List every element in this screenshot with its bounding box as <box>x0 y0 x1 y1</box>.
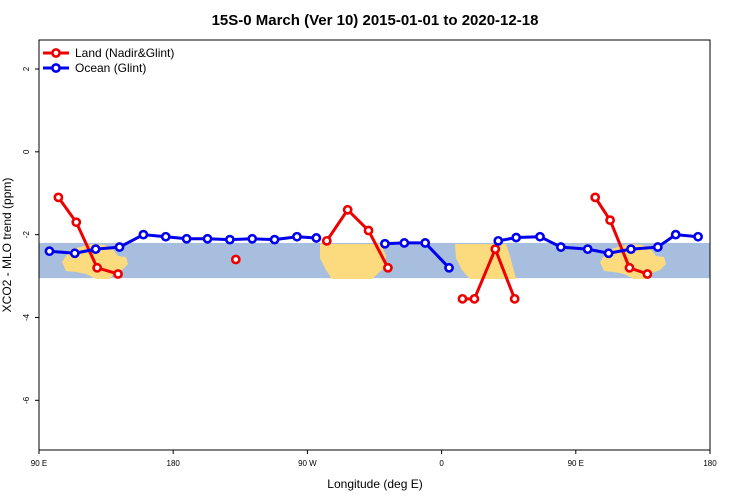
data-point-ocean <box>292 231 302 242</box>
data-point-ocean <box>535 231 545 242</box>
x-tick-label: 180 <box>703 459 717 468</box>
data-point-ocean <box>555 242 566 252</box>
legend-label-land: Land (Nadir&Glint) <box>75 46 174 60</box>
data-point-land <box>71 217 82 228</box>
y-tick-label: -4 <box>22 313 31 321</box>
y-tick-label: -6 <box>22 396 31 404</box>
data-point-ocean <box>626 244 636 255</box>
legend-marker-ocean <box>51 63 61 73</box>
data-point-ocean <box>181 233 192 244</box>
y-axis-ticks: 2 0 -2 -4 -6 <box>22 66 39 404</box>
data-point-ocean <box>90 244 101 255</box>
data-point-ocean <box>114 242 125 252</box>
x-tick-label: 90 E <box>31 459 47 468</box>
x-tick-label: 0 <box>439 459 444 468</box>
legend: Land (Nadir&Glint)Ocean (Glint) <box>43 46 174 75</box>
data-point-land <box>509 293 520 304</box>
data-point-land <box>230 254 241 265</box>
data-point-land <box>342 204 353 215</box>
data-point-ocean <box>247 233 258 244</box>
x-tick-label: 180 <box>167 459 181 468</box>
data-point-land <box>469 293 480 304</box>
data-point-ocean <box>160 231 171 242</box>
data-point-ocean <box>202 233 213 244</box>
data-point-land <box>624 262 635 273</box>
data-point-land <box>457 293 468 304</box>
data-point-ocean <box>380 238 390 249</box>
data-point-ocean <box>69 248 80 259</box>
series-layer <box>44 192 703 304</box>
y-axis-label: XCO2 - MLO trend (ppm) <box>0 178 14 313</box>
data-point-land <box>92 262 103 273</box>
x-tick-label: 90 E <box>568 459 584 468</box>
series-line-land <box>593 196 648 276</box>
data-point-ocean <box>670 229 681 240</box>
data-point-land <box>642 269 653 279</box>
series-line-land <box>462 247 517 301</box>
data-point-land <box>490 244 501 255</box>
plot-frame <box>38 39 711 451</box>
data-point-land <box>113 269 123 279</box>
data-point-ocean <box>511 232 522 243</box>
series-ocean <box>44 229 703 273</box>
data-point-land <box>53 192 64 203</box>
map-land-south-america <box>320 244 386 279</box>
background-map <box>39 242 710 279</box>
chart-title: 15S-0 March (Ver 10) 2015-01-01 to 2020-… <box>212 12 539 29</box>
series-land <box>53 192 653 304</box>
data-point-ocean <box>399 238 410 248</box>
data-point-ocean <box>493 235 504 246</box>
y-tick-label: 2 <box>22 66 31 71</box>
data-point-ocean <box>269 234 280 245</box>
series-line-land <box>325 208 390 269</box>
data-point-ocean <box>582 244 593 255</box>
series-line-land <box>57 196 119 276</box>
data-point-ocean <box>44 246 55 257</box>
data-point-ocean <box>603 248 614 259</box>
data-point-ocean <box>693 231 703 242</box>
data-point-land <box>590 192 601 203</box>
legend-label-ocean: Ocean (Glint) <box>75 61 146 75</box>
y-tick-label: 0 <box>22 149 31 154</box>
x-tick-label: 90 W <box>298 459 317 468</box>
data-point-ocean <box>652 242 663 252</box>
data-point-ocean <box>420 238 431 248</box>
y-tick-label: -2 <box>22 231 31 239</box>
data-point-ocean <box>444 262 454 273</box>
series-line-ocean <box>497 233 699 255</box>
map-land-africa <box>455 244 516 279</box>
series-line-ocean <box>384 241 451 269</box>
data-point-ocean <box>311 233 322 243</box>
data-point-land <box>321 235 332 246</box>
x-axis-label: Longitude (deg E) <box>327 477 422 491</box>
data-point-ocean <box>138 229 149 240</box>
data-point-land <box>363 225 374 236</box>
data-point-land <box>605 215 615 226</box>
data-point-land <box>383 262 393 273</box>
legend-marker-land <box>51 48 61 58</box>
x-axis-ticks: 90 E 180 90 W 0 90 E 180 <box>31 450 717 468</box>
data-point-ocean <box>224 234 235 245</box>
